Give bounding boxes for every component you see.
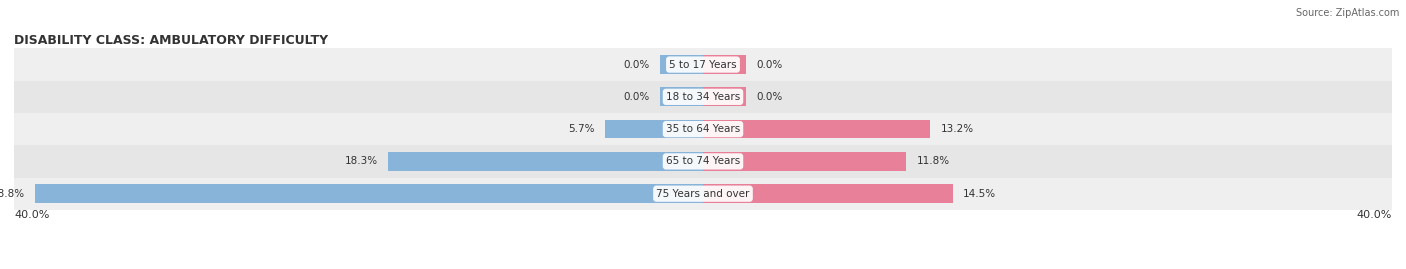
Bar: [14, 145, 1392, 178]
Bar: [659, 87, 703, 106]
Text: 14.5%: 14.5%: [963, 189, 997, 199]
Text: 5 to 17 Years: 5 to 17 Years: [669, 59, 737, 70]
Text: 11.8%: 11.8%: [917, 156, 949, 167]
Bar: [659, 55, 703, 74]
Text: 75 Years and over: 75 Years and over: [657, 189, 749, 199]
Text: 18 to 34 Years: 18 to 34 Years: [666, 92, 740, 102]
Text: 65 to 74 Years: 65 to 74 Years: [666, 156, 740, 167]
Text: DISABILITY CLASS: AMBULATORY DIFFICULTY: DISABILITY CLASS: AMBULATORY DIFFICULTY: [14, 34, 328, 47]
Text: 0.0%: 0.0%: [623, 59, 650, 70]
Bar: [703, 152, 907, 171]
Bar: [35, 184, 703, 203]
Bar: [14, 48, 1392, 81]
Text: 0.0%: 0.0%: [623, 92, 650, 102]
Bar: [703, 184, 953, 203]
Bar: [703, 120, 931, 139]
Text: 0.0%: 0.0%: [756, 59, 783, 70]
Text: 38.8%: 38.8%: [0, 189, 24, 199]
Bar: [14, 81, 1392, 113]
Bar: [14, 178, 1392, 210]
Bar: [703, 55, 747, 74]
Bar: [703, 87, 747, 106]
Text: 35 to 64 Years: 35 to 64 Years: [666, 124, 740, 134]
Text: Source: ZipAtlas.com: Source: ZipAtlas.com: [1295, 8, 1399, 18]
Bar: [388, 152, 703, 171]
Text: 0.0%: 0.0%: [756, 92, 783, 102]
Text: 13.2%: 13.2%: [941, 124, 974, 134]
Text: 18.3%: 18.3%: [344, 156, 377, 167]
Text: 5.7%: 5.7%: [568, 124, 595, 134]
Text: 40.0%: 40.0%: [14, 210, 49, 220]
Bar: [14, 113, 1392, 145]
Bar: [605, 120, 703, 139]
Text: 40.0%: 40.0%: [1357, 210, 1392, 220]
